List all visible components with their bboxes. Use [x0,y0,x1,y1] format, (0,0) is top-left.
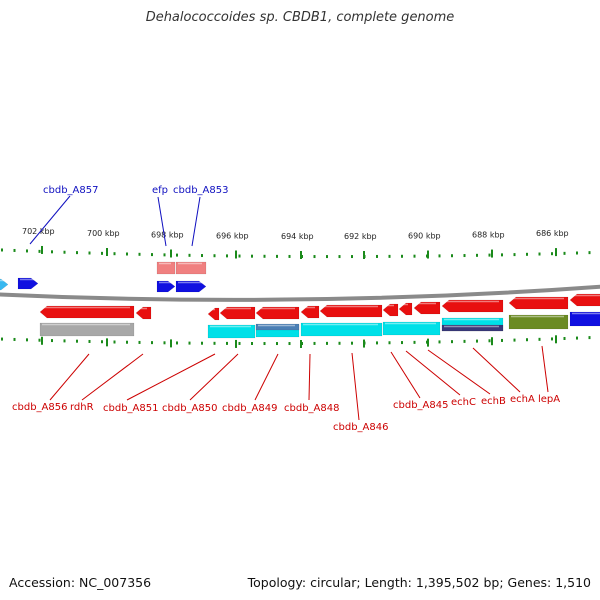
reverse-gene-arrow[interactable] [39,305,135,319]
reverse-gene-arrow[interactable] [300,305,320,319]
leader-line [541,345,549,393]
coordinate-label: 692 kbp [344,232,377,241]
gene-label[interactable]: cbdb_A851 [103,403,158,414]
reverse-gene-arrow[interactable] [441,299,504,313]
reverse-gene-arrow[interactable] [207,307,220,321]
accession-text: Accession: NC_007356 [9,575,152,590]
leader-line [157,196,167,247]
coordinate-label: 698 kbp [151,230,184,239]
leader-line [405,350,461,396]
leader-line [254,353,279,401]
gene-label[interactable]: lepA [538,394,560,405]
coordinate-label: 686 kbp [536,229,569,238]
gene-label[interactable]: cbdb_A857 [43,185,98,196]
leader-line [189,353,239,401]
pseudogene-feature[interactable] [39,322,135,337]
forward-gene-arrow[interactable] [175,280,207,293]
leader-line [472,347,521,393]
forward-gene-arrow[interactable] [156,280,176,293]
cds-feature[interactable] [300,322,383,337]
gene-label[interactable]: echC [451,397,476,408]
gene-label[interactable]: cbdb_A849 [222,403,277,414]
cds-feature[interactable] [441,324,504,332]
forward-gene-arrow[interactable] [17,277,39,290]
cds-feature[interactable] [207,324,256,339]
gene-label[interactable]: cbdb_A848 [284,403,339,414]
coordinate-label: 702 kbp [22,227,55,236]
cds-feature[interactable] [382,321,441,336]
map-title: Dehalococcoides sp. CBDB1, complete geno… [145,10,455,25]
gene-label[interactable]: efp [152,185,168,196]
reverse-gene-arrow[interactable] [508,296,569,310]
forward-gene-arrow[interactable] [0,278,9,291]
gene-features [0,261,600,339]
leader-line [308,353,311,401]
reverse-gene-arrow[interactable] [135,306,152,320]
reverse-gene-arrow[interactable] [255,306,300,320]
label-leader-lines [29,195,549,421]
genome-stats-text: Topology: circular; Length: 1,395,502 bp… [247,575,591,590]
cds-feature[interactable] [569,311,600,327]
reverse-gene-arrow[interactable] [398,302,413,316]
gene-label[interactable]: cbdb_A845 [393,400,448,411]
coordinate-label: 696 kbp [216,231,249,240]
leader-line [427,349,491,395]
leader-line [29,195,71,245]
genome-backbone [0,284,600,302]
reverse-gene-arrow[interactable] [569,293,600,307]
gene-label[interactable]: echA [510,394,535,405]
leader-line [81,353,144,401]
major-tick-marks [41,245,557,348]
reverse-gene-arrow[interactable] [319,304,383,318]
cds-feature[interactable] [255,323,300,331]
reverse-gene-arrow[interactable] [413,301,441,315]
rna-feature[interactable] [175,261,207,275]
leader-line [191,196,201,247]
gene-label[interactable]: cbdb_A846 [333,422,388,433]
gene-label[interactable]: cbdb_A853 [173,185,228,196]
reverse-gene-arrow[interactable] [382,303,399,317]
coordinate-label: 694 kbp [281,232,314,241]
cds-feature[interactable] [508,314,569,330]
reverse-gene-arrow[interactable] [219,306,256,320]
coordinate-label: 690 kbp [408,232,441,241]
coordinate-label: 688 kbp [472,231,505,240]
leader-line [351,352,360,421]
leader-line [49,353,90,401]
gene-label[interactable]: echB [481,396,506,407]
gene-labels: cbdb_A857 efp cbdb_A853 cbdb_A856 rdhR cbdb_A… [12,185,560,433]
leader-line [126,353,216,401]
coordinate-label: 700 kbp [87,229,120,238]
coordinate-labels: 702 kbp 700 kbp 698 kbp 696 kbp 694 kbp 692 k… [22,227,569,241]
gene-label[interactable]: cbdb_A856 [12,402,67,413]
rna-feature[interactable] [156,261,176,275]
gene-label[interactable]: rdhR [70,402,94,413]
gene-label[interactable]: cbdb_A850 [162,403,217,414]
leader-line [390,351,421,399]
